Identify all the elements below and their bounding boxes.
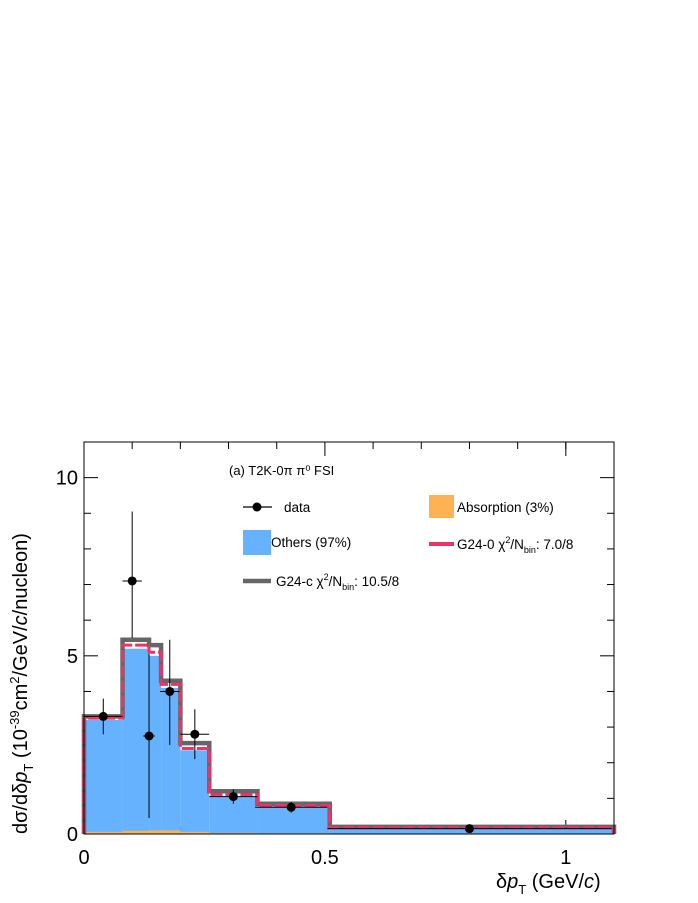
bar-absorption-0 bbox=[84, 831, 123, 834]
bar-absorption-4 bbox=[180, 831, 210, 834]
step-line-g24-0 bbox=[82, 643, 616, 834]
data-point-1 bbox=[122, 511, 142, 638]
bar-others-2 bbox=[149, 655, 162, 834]
bar-absorption-5 bbox=[209, 832, 258, 834]
data-points bbox=[84, 511, 612, 834]
legend-g24-c-label: G24-c χ2/Nbin: 10.5/8 bbox=[276, 572, 399, 592]
bar-absorption-3 bbox=[161, 830, 181, 834]
data-point-3 bbox=[160, 639, 180, 745]
marker bbox=[464, 824, 474, 834]
bar-others-4 bbox=[180, 750, 210, 834]
histogram-steps bbox=[81, 637, 617, 834]
y-tick-label: 10 bbox=[56, 468, 78, 490]
y-tick-label: 0 bbox=[67, 824, 78, 846]
bar-others-3 bbox=[161, 687, 181, 834]
bar-others-1 bbox=[122, 648, 150, 834]
legend-g24-c: G24-c χ2/Nbin: 10.5/8 bbox=[243, 572, 399, 592]
x-tick-label: 0 bbox=[78, 847, 89, 869]
bar-absorption-2 bbox=[149, 830, 162, 834]
marker bbox=[190, 729, 200, 739]
legend-data-label: data bbox=[284, 500, 311, 515]
bar-absorption-1 bbox=[122, 830, 150, 834]
histogram-fills bbox=[84, 648, 614, 834]
y-tick-label: 5 bbox=[67, 646, 78, 668]
panel-label: (a) T2K-0π π⁰ FSI bbox=[229, 463, 334, 478]
x-axis-title: δpT (GeV/c) bbox=[496, 871, 601, 897]
data-point-2 bbox=[143, 654, 155, 818]
legend-g24-0-label: G24-0 χ2/Nbin: 7.0/8 bbox=[457, 535, 573, 555]
data-point-6 bbox=[255, 801, 328, 813]
legend-others: Others (97%) bbox=[243, 530, 351, 555]
legend-data: data bbox=[243, 500, 311, 515]
marker bbox=[165, 686, 175, 696]
legend: data Absorption (3%) Others (97%) G24-0 … bbox=[243, 495, 573, 592]
data-point-4 bbox=[180, 709, 210, 760]
marker bbox=[144, 731, 154, 741]
data-point-0 bbox=[84, 698, 123, 735]
data-point-7 bbox=[327, 824, 612, 834]
plot-frame bbox=[83, 441, 615, 835]
legend-others-label: Others (97%) bbox=[271, 535, 351, 550]
x-tick-label: 0.5 bbox=[311, 847, 339, 869]
marker bbox=[98, 711, 108, 721]
marker bbox=[286, 802, 296, 812]
y-axis-title: dσ/dδpT (10-39cm2/GeV/c/nucleon) bbox=[7, 533, 36, 834]
legend-absorption-label: Absorption (3%) bbox=[457, 500, 554, 515]
legend-g24-0: G24-0 χ2/Nbin: 7.0/8 bbox=[429, 535, 573, 555]
marker bbox=[228, 792, 238, 802]
x-tick-label: 1 bbox=[560, 847, 571, 869]
bar-others-0 bbox=[84, 719, 123, 834]
data-point-5 bbox=[209, 789, 258, 804]
marker bbox=[127, 576, 137, 586]
legend-absorption: Absorption (3%) bbox=[429, 495, 554, 518]
